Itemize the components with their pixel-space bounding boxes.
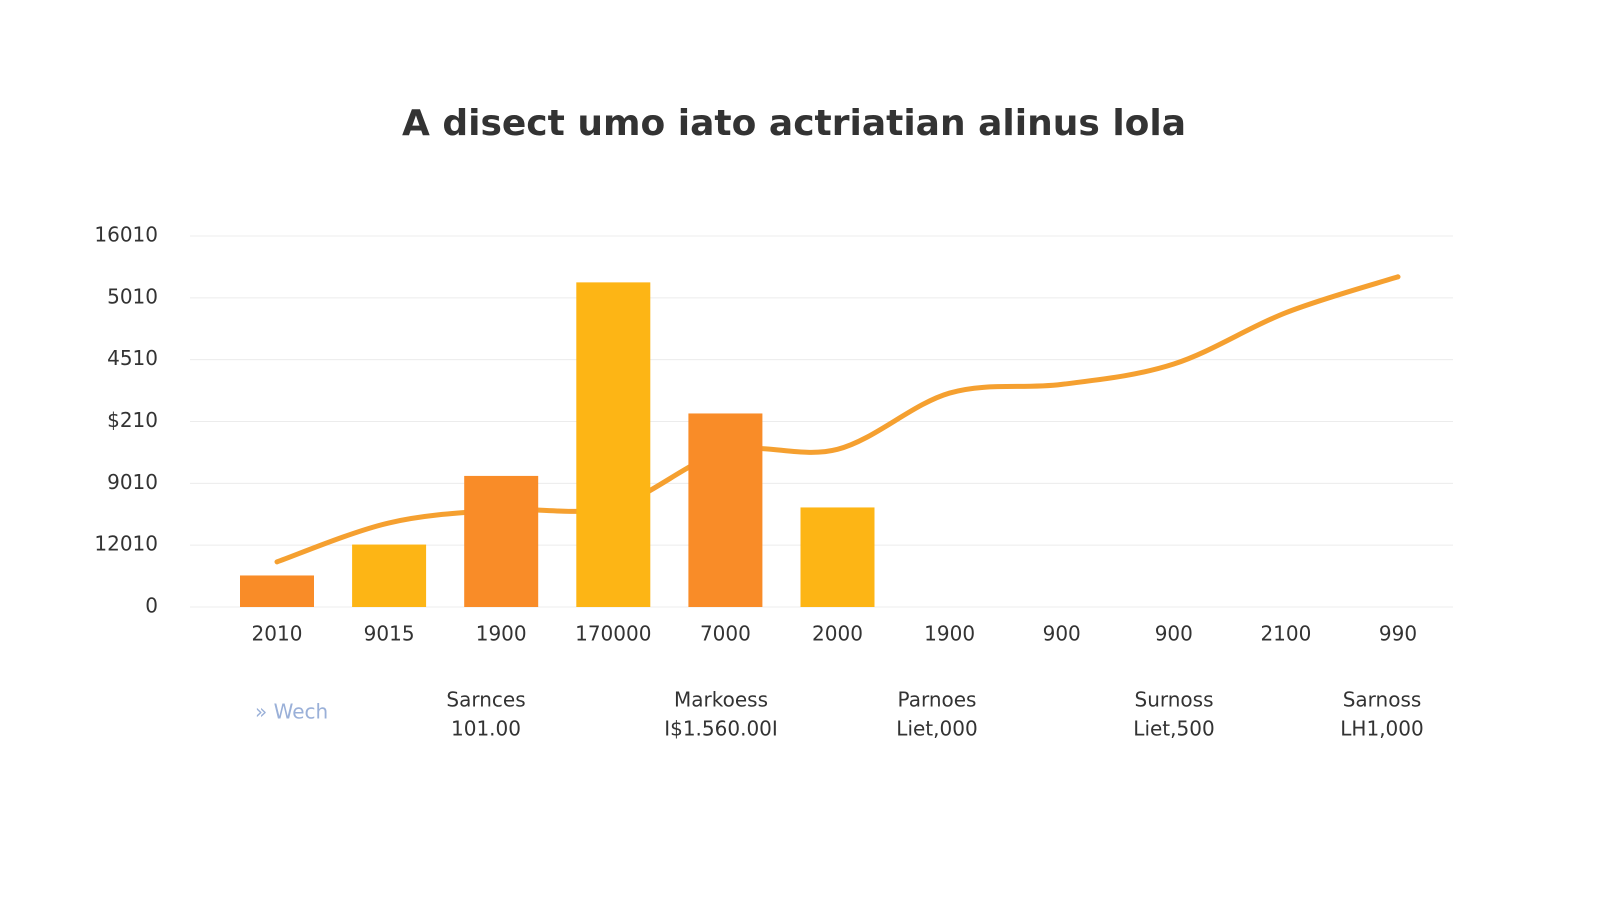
bar — [464, 475, 539, 607]
x-tick-label: 900 — [1043, 622, 1081, 646]
summary-value: LH1,000 — [1340, 717, 1423, 741]
x-tick-label: 900 — [1155, 622, 1193, 646]
summary-label: Sarnces — [446, 688, 525, 712]
x-tick-label: 170000 — [575, 622, 651, 646]
summary-label: Parnoes — [898, 688, 977, 712]
chart-title: A disect umo iato actriatian alinus lola — [402, 103, 1186, 144]
x-tick-label: 2000 — [812, 622, 863, 646]
x-tick-label: 2010 — [252, 622, 303, 646]
bar — [688, 413, 763, 607]
y-tick-label: 0 — [145, 594, 158, 618]
bar — [576, 282, 651, 607]
y-tick-label: 5010 — [107, 284, 158, 308]
x-tick-label: 9015 — [364, 622, 415, 646]
y-tick-label: 12010 — [94, 532, 158, 556]
x-tick-label: 1900 — [476, 622, 527, 646]
footer-link[interactable]: » Wech — [255, 700, 328, 724]
summary-value: Liet,000 — [896, 717, 977, 741]
bar — [352, 544, 427, 607]
bar — [800, 507, 875, 607]
y-tick-label: 16010 — [94, 223, 158, 247]
x-tick-label: 1900 — [924, 622, 975, 646]
x-tick-label: 7000 — [700, 622, 751, 646]
summary-label: Markoess — [674, 688, 768, 712]
bar — [240, 575, 314, 607]
y-tick-label: 4510 — [107, 346, 158, 370]
y-tick-label: 9010 — [107, 470, 158, 494]
x-tick-label: 2100 — [1260, 622, 1311, 646]
y-tick-label: $210 — [107, 408, 158, 432]
summary-label: Surnoss — [1135, 688, 1214, 712]
summary-value: I$1.560.00I — [664, 717, 778, 741]
summary-value: Liet,500 — [1133, 717, 1214, 741]
summary-value: 101.00 — [451, 717, 521, 741]
summary-label: Sarnoss — [1343, 688, 1422, 712]
x-tick-label: 990 — [1379, 622, 1417, 646]
